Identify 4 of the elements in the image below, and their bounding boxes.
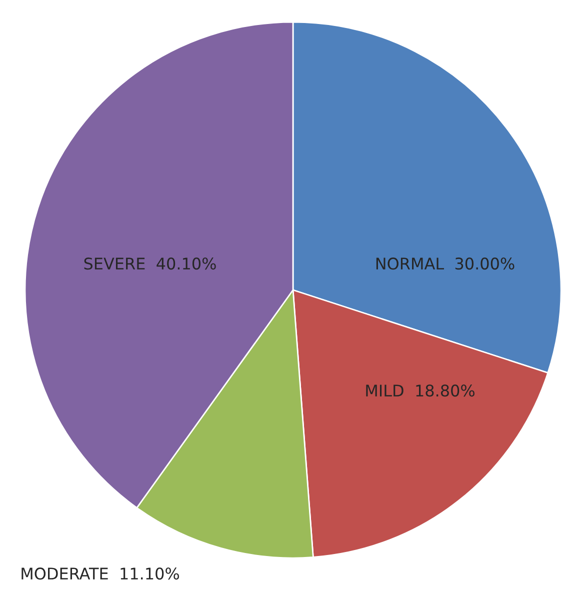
slice-label: NORMAL 30.00% [376,258,514,270]
slice-label: MODERATE 11.10% [22,568,180,580]
slice-label: MILD 18.80% [366,384,474,397]
slice-label: SEVERE 40.10% [84,258,216,270]
